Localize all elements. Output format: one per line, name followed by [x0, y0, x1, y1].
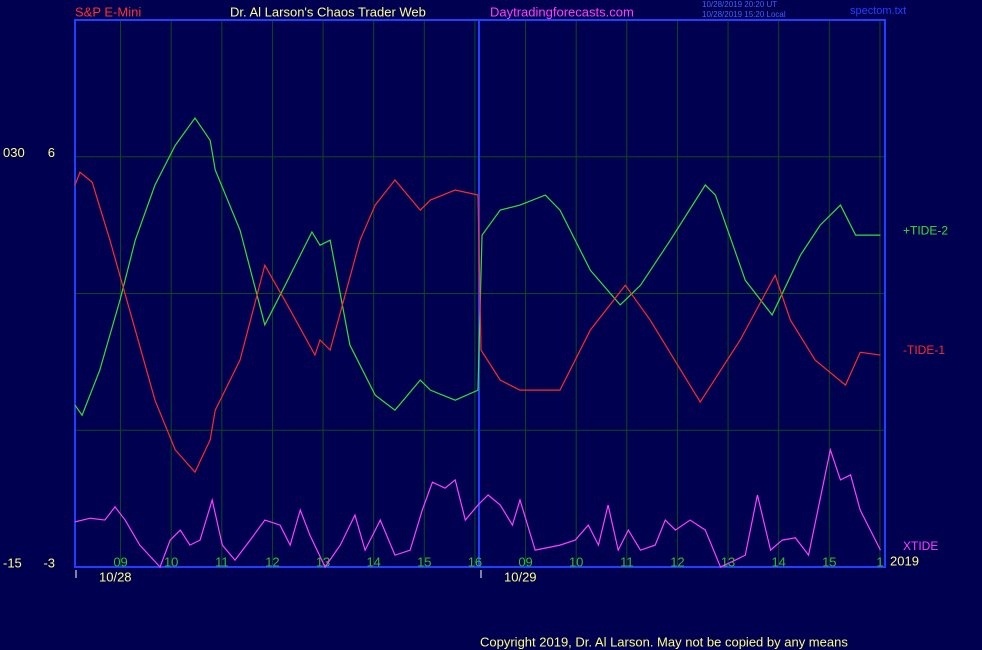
x-tick-label: 10	[569, 554, 583, 569]
series-line	[74, 171, 881, 474]
left-scale-label: -15	[3, 555, 22, 570]
series-line	[74, 447, 881, 569]
x-tick-label: 09	[113, 554, 127, 569]
file-label: spectom.txt	[850, 5, 906, 17]
left-scale-label: 030	[3, 145, 25, 160]
copyright: Copyright 2019, Dr. Al Larson. May not b…	[480, 634, 848, 649]
x-tick-label: 14	[366, 554, 380, 569]
y-tick-label: 6	[48, 145, 55, 160]
stamp-local: 10/28/2019 15:20 Local	[702, 10, 786, 19]
x-tick-label: 16	[468, 554, 482, 569]
x-tick-label: 15	[822, 554, 836, 569]
x-tick-label: 15	[417, 554, 431, 569]
legend-label: XTIDE	[903, 539, 938, 553]
plot-frame	[74, 19, 886, 568]
x-tick-label: 1	[876, 554, 883, 569]
stamp-ut: 10/28/2019 20:20 UT	[702, 0, 777, 9]
legend-label: +TIDE-2	[903, 223, 948, 237]
market-label: S&P E-Mini	[75, 4, 141, 19]
x-tick-label: 10	[164, 554, 178, 569]
date-label: 10/28	[99, 569, 132, 584]
year-label: 2019	[890, 553, 919, 568]
x-tick-label: 09	[518, 554, 532, 569]
x-tick-label: 12	[670, 554, 684, 569]
x-tick-label: 11	[620, 554, 634, 569]
series-line	[74, 116, 881, 417]
x-tick-label: 12	[265, 554, 279, 569]
x-tick-label: 13	[721, 554, 735, 569]
y-tick-label: -3	[43, 555, 55, 570]
chart-title: Dr. Al Larson's Chaos Trader Web	[230, 4, 426, 19]
x-tick-label: 11	[215, 554, 229, 569]
x-tick-label: 14	[771, 554, 785, 569]
legend-label: -TIDE-1	[903, 343, 945, 357]
site-label: Daytradingforecasts.com	[490, 4, 634, 19]
date-label: 10/29	[504, 569, 537, 584]
